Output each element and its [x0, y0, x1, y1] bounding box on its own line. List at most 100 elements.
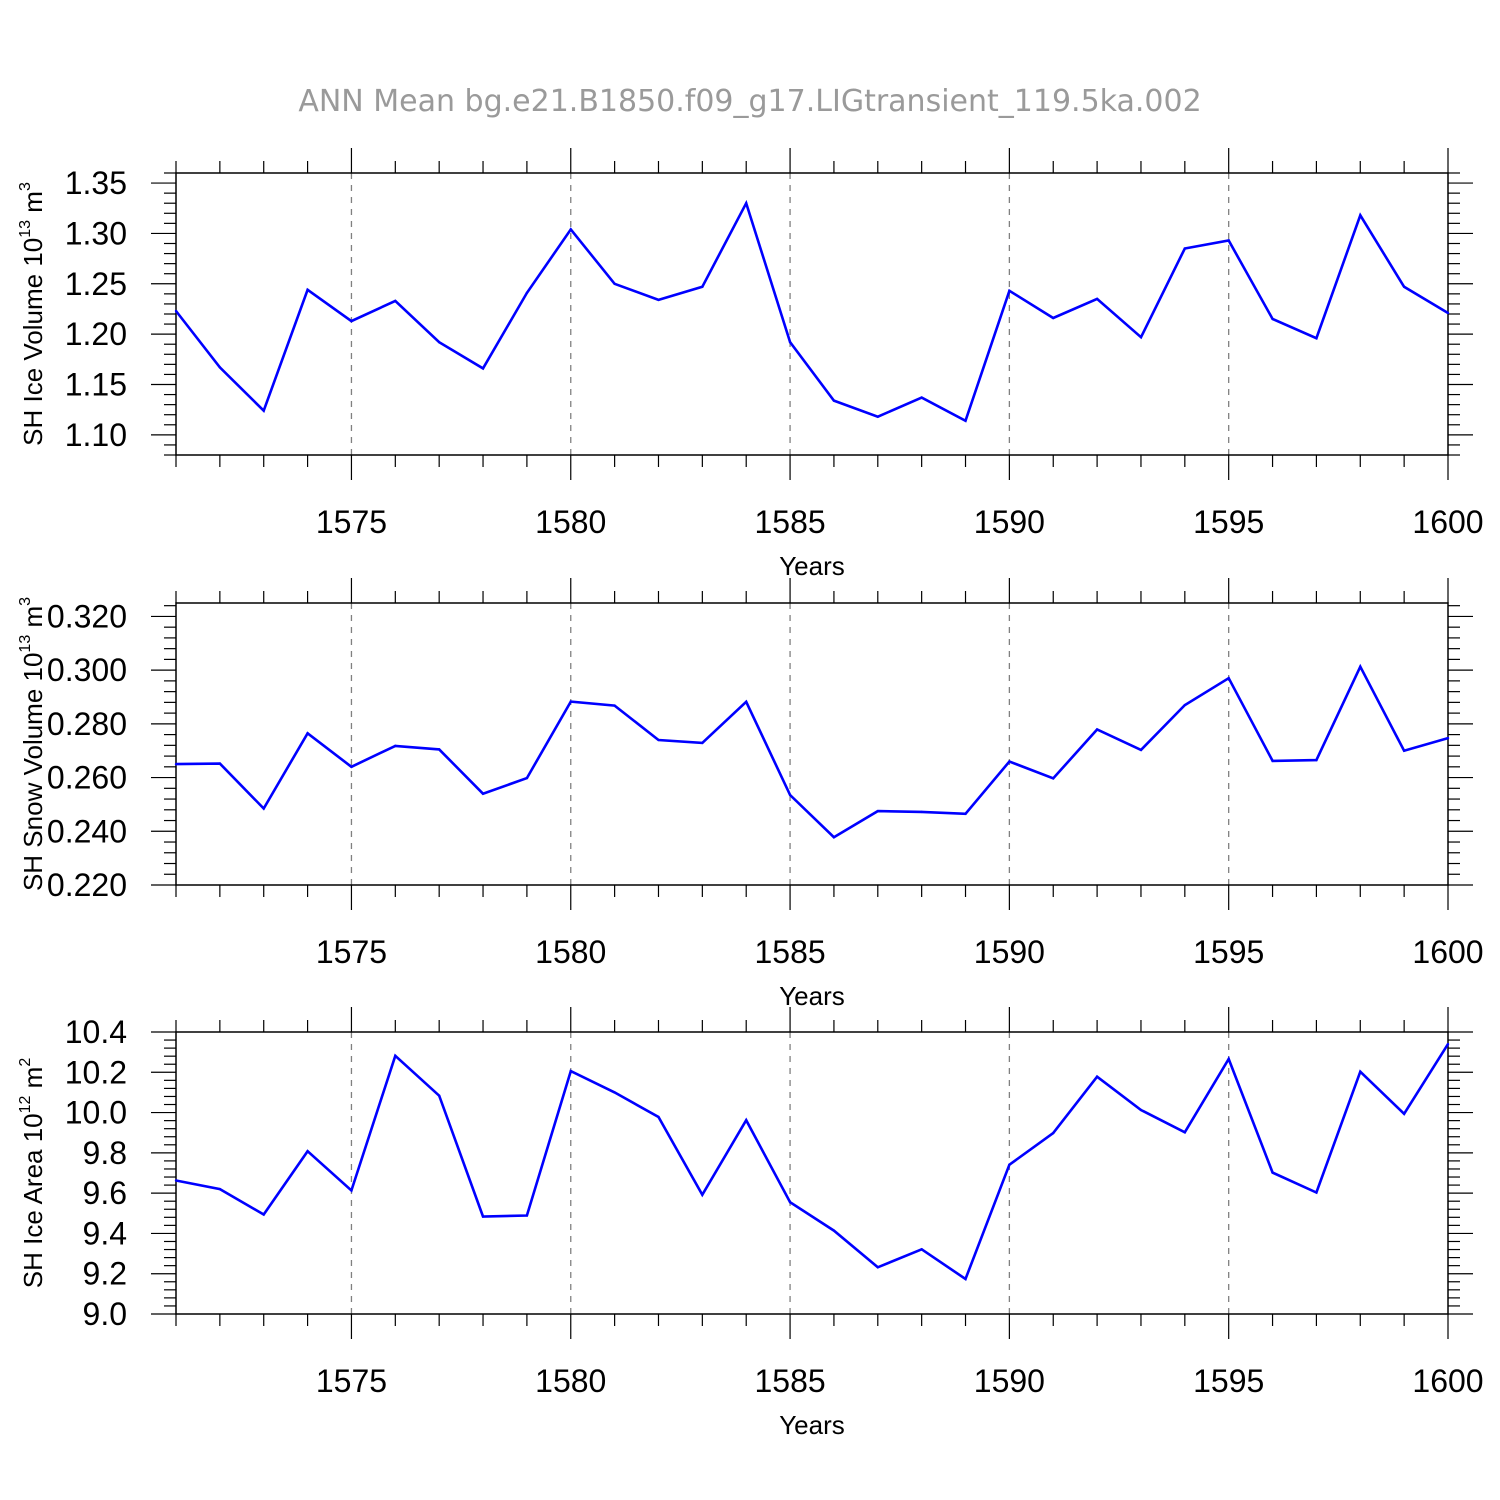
x-tick-label: 1585: [754, 1363, 825, 1399]
data-point: [1052, 316, 1055, 320]
y-tick-label: 1.20: [65, 316, 127, 352]
series-line: [175, 663, 1449, 839]
x-tick-label: 1595: [1193, 934, 1264, 970]
data-point: [1052, 777, 1055, 780]
x-tick-label: 1590: [974, 504, 1045, 540]
data-point: [1271, 1171, 1274, 1174]
panels: 1.10 1.15 1.20 1.25 1.30 1.35 1575 1580 1585 1590…: [17, 148, 1484, 1440]
data-point: [788, 1201, 792, 1204]
data-point: [1095, 728, 1099, 731]
data-point: [1183, 247, 1187, 250]
data-point: [174, 1179, 178, 1182]
data-point: [1095, 297, 1099, 301]
data-point: [964, 812, 967, 816]
series-line: [174, 199, 1449, 423]
data-point: [218, 762, 222, 765]
y-tick-label: 10.0: [65, 1095, 127, 1131]
data-point: [1227, 677, 1230, 680]
x-axis-label: Years: [779, 981, 845, 1011]
y-axis-label: SH Ice Volume 1013 m3: [17, 182, 48, 446]
y-tick-label: 0.320: [47, 598, 127, 634]
data-point: [613, 704, 616, 707]
data-point: [1139, 748, 1143, 752]
data-point: [745, 202, 748, 205]
y-tick-label: 9.2: [83, 1256, 127, 1292]
x-tick-label: 1575: [316, 1363, 387, 1399]
data-point: [876, 809, 879, 813]
data-point: [1008, 289, 1011, 293]
x-tick-label: 1585: [754, 504, 825, 540]
data-point: [437, 748, 441, 751]
y-tick-label: 0.220: [47, 867, 127, 903]
data-point: [1446, 311, 1450, 315]
data-point: [262, 1213, 265, 1216]
data-point: [1139, 1108, 1143, 1112]
data-point: [1402, 749, 1406, 752]
data-point: [613, 282, 616, 285]
data-point: [832, 1229, 836, 1232]
data-point: [218, 366, 222, 369]
data-point: [1402, 285, 1406, 289]
data-point: [1227, 1057, 1230, 1061]
y-tick-label: 9.4: [83, 1215, 127, 1251]
data-point: [920, 810, 923, 814]
x-axis-label: Years: [779, 1410, 845, 1440]
data-point: [350, 1189, 353, 1192]
data-point: [1315, 336, 1318, 340]
data-point: [745, 1119, 748, 1122]
data-point: [920, 1248, 923, 1251]
data-point: [394, 744, 397, 748]
x-tick-label: 1580: [535, 934, 606, 970]
data-point: [1446, 736, 1450, 740]
data-point: [394, 1054, 397, 1057]
data-point: [1315, 758, 1318, 762]
data-point: [788, 341, 792, 344]
x-tick-label: 1580: [535, 1363, 606, 1399]
data-point: [1446, 1042, 1450, 1046]
x-tick-label: 1590: [974, 934, 1045, 970]
series-line: [175, 1043, 1450, 1281]
data-point: [306, 1150, 309, 1153]
data-point: [218, 1187, 222, 1191]
data-point: [657, 738, 660, 742]
data-point: [832, 835, 836, 839]
y-tick-label: 1.30: [65, 215, 127, 251]
data-point: [1008, 760, 1011, 763]
data-point: [481, 1215, 485, 1218]
x-tick-label: 1575: [316, 934, 387, 970]
data-point: [701, 1193, 704, 1196]
data-point: [481, 367, 485, 370]
y-tick-label: 1.15: [65, 367, 127, 403]
data-point: [306, 732, 309, 735]
data-point: [788, 793, 792, 797]
data-point: [701, 741, 704, 745]
x-tick-label: 1595: [1193, 1363, 1264, 1399]
data-point: [876, 1266, 879, 1269]
x-tick-label: 1590: [974, 1363, 1045, 1399]
y-tick-label: 9.0: [83, 1296, 127, 1332]
data-point: [174, 309, 178, 313]
data-point: [1095, 1075, 1099, 1078]
data-point: [1183, 703, 1187, 707]
data-point: [701, 285, 704, 289]
data-point: [1271, 317, 1274, 321]
data-point: [262, 409, 265, 412]
data-point: [525, 1214, 529, 1217]
data-point: [525, 776, 529, 780]
chart-panel-1: 1.10 1.15 1.20 1.25 1.30 1.35 1575 1580 1585 1590…: [17, 148, 1484, 581]
data-point: [306, 288, 309, 292]
chart-title: ANN Mean bg.e21.B1850.f09_g17.LIGtransie…: [298, 84, 1201, 119]
data-point: [876, 415, 879, 418]
data-point: [920, 396, 923, 399]
y-tick-label: 1.35: [65, 165, 127, 201]
chart-panel-3: 9.0 9.2 9.4 9.6 9.8 10.0 10.2 10.4 1575 1580 1585 1…: [17, 1007, 1484, 1440]
x-tick-label: 1580: [535, 504, 606, 540]
data-point: [613, 1091, 616, 1094]
data-point: [1402, 1112, 1406, 1115]
data-point: [1008, 1163, 1011, 1166]
plot-frame: [175, 1031, 1449, 1315]
data-point: [481, 792, 485, 795]
y-tick-label: 9.6: [83, 1175, 127, 1211]
data-point: [964, 419, 967, 422]
